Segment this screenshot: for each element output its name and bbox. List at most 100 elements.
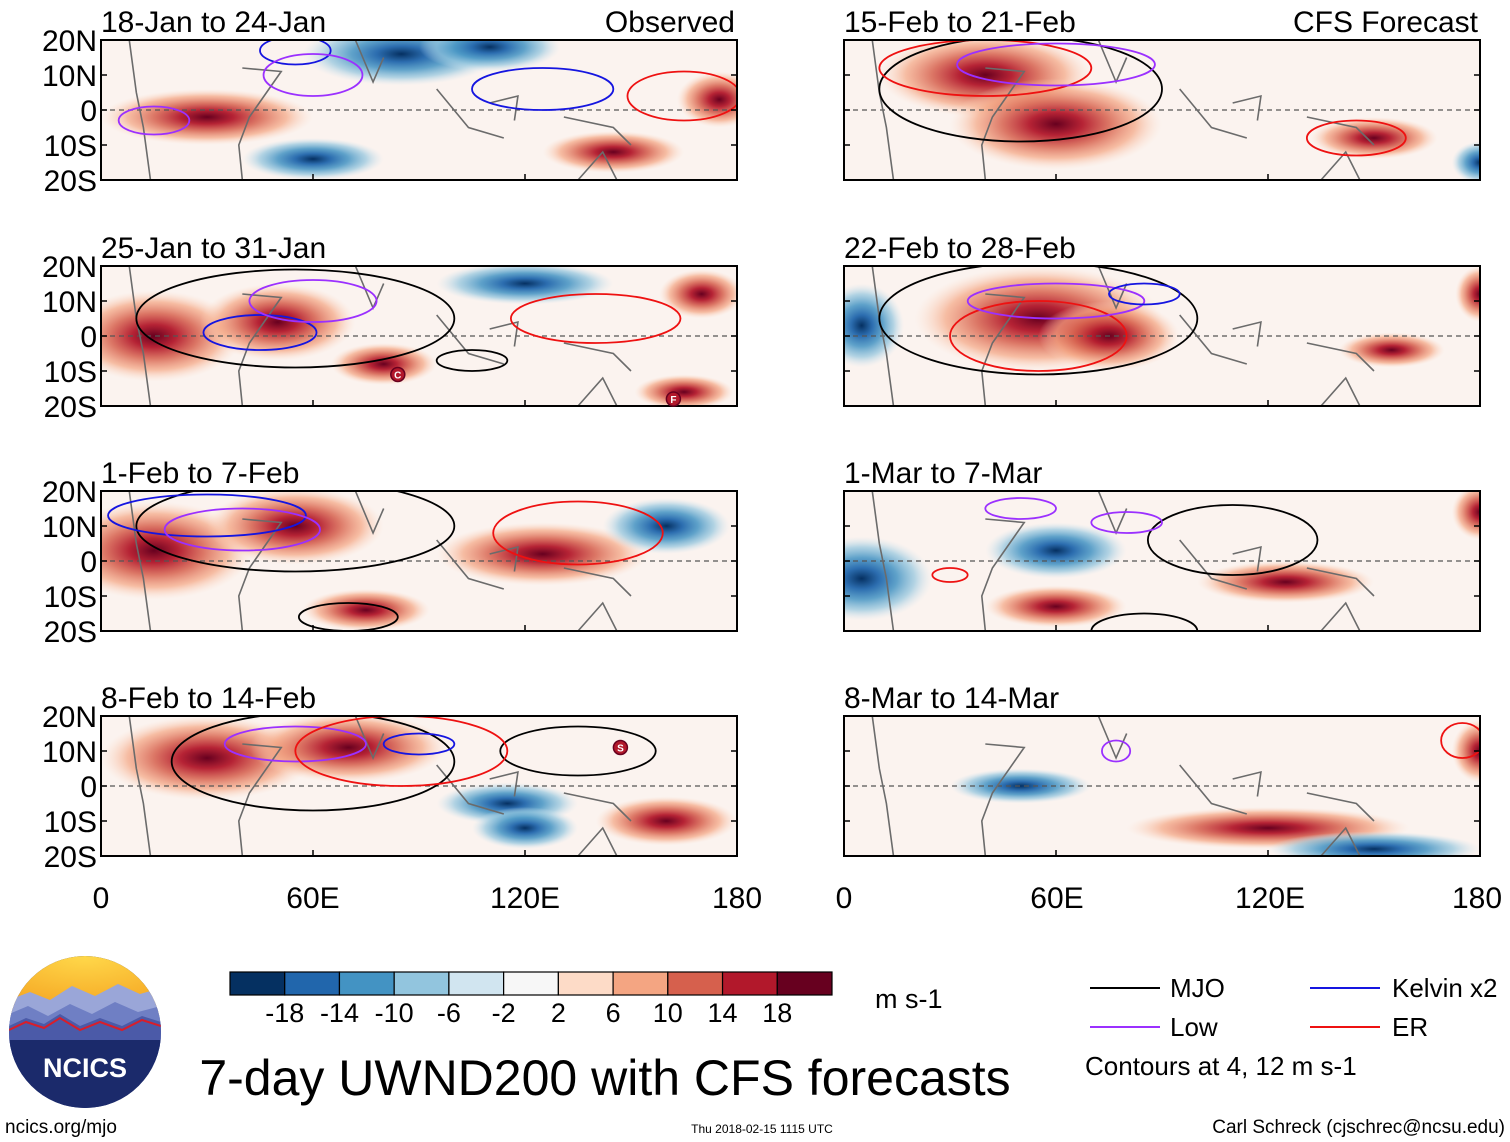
colorbar-swatch bbox=[503, 971, 559, 996]
y-tick-label: 20S bbox=[44, 616, 97, 649]
easterly-anomaly bbox=[419, 40, 561, 72]
wave-contour bbox=[471, 67, 615, 111]
y-tick-label: 20S bbox=[44, 391, 97, 424]
y-tick-label: 10S bbox=[44, 130, 97, 163]
colorbar-swatch bbox=[229, 971, 286, 996]
westerly-anomaly bbox=[302, 589, 430, 631]
westerly-anomaly bbox=[330, 343, 437, 385]
wave-contour bbox=[259, 40, 332, 66]
westerly-anomaly bbox=[950, 78, 1162, 170]
column-label: CFS Forecast bbox=[1293, 6, 1479, 39]
colorbar-swatch bbox=[776, 971, 833, 996]
svg-text:Low: Low bbox=[1170, 1012, 1218, 1042]
x-tick-label: 120E bbox=[1235, 882, 1305, 915]
wave-contour bbox=[1146, 504, 1319, 576]
legend-item-mjo: MJO bbox=[1090, 973, 1225, 1003]
wave-contour bbox=[135, 268, 456, 369]
panel-date-label: 15-Feb to 21-Feb bbox=[844, 6, 1076, 39]
colorbar: -18 -14 -10 -6 -2 2 6 10 14 18 bbox=[229, 971, 833, 1028]
colorbar-swatch bbox=[721, 971, 778, 996]
easterly-anomaly bbox=[1451, 141, 1480, 180]
wave-contour bbox=[626, 70, 737, 122]
wave-contour bbox=[223, 725, 367, 763]
wave-contour bbox=[163, 507, 321, 552]
storm-marker: C bbox=[390, 366, 406, 383]
westerly-anomaly bbox=[634, 374, 734, 406]
westerly-anomaly bbox=[659, 269, 737, 319]
colorbar-tick-label: 14 bbox=[708, 998, 738, 1028]
wave-contour bbox=[984, 497, 1057, 520]
easterly-anomaly bbox=[472, 807, 578, 849]
x-tick-label: 60E bbox=[1030, 882, 1083, 915]
ncics-logo: NCICS bbox=[9, 956, 161, 1108]
anomaly-field bbox=[101, 491, 737, 631]
x-tick-label: 180 bbox=[1452, 882, 1502, 915]
colorbar-tick-label: -18 bbox=[265, 998, 304, 1028]
westerly-anomaly bbox=[1451, 719, 1480, 783]
wave-contour bbox=[878, 40, 1163, 143]
panel-date-label: 8-Mar to 14-Mar bbox=[844, 682, 1059, 715]
anomaly-field bbox=[101, 266, 737, 406]
wave-contour bbox=[966, 282, 1146, 320]
contour-legend: MJO Kelvin x2 Low ER Contours at 4, 12 m… bbox=[1085, 973, 1498, 1081]
wave-contour bbox=[107, 493, 307, 538]
colorbar-tick-label: -14 bbox=[320, 998, 359, 1028]
y-tick-label: 0 bbox=[80, 95, 97, 128]
wave-contour bbox=[878, 266, 1199, 376]
y-tick-label: 20N bbox=[42, 25, 97, 58]
westerly-anomaly bbox=[436, 522, 649, 586]
westerly-anomaly bbox=[101, 89, 313, 145]
storm-marker: S bbox=[612, 739, 629, 756]
wave-contour bbox=[248, 279, 378, 323]
y-tick-label: 0 bbox=[80, 771, 97, 804]
x-tick-label: 0 bbox=[836, 882, 853, 915]
logo-text: NCICS bbox=[43, 1053, 127, 1083]
easterly-anomaly bbox=[1268, 831, 1480, 856]
wave-contour bbox=[1305, 119, 1407, 157]
westerly-anomaly bbox=[1338, 332, 1445, 368]
wave-contour bbox=[1090, 511, 1163, 534]
colorbar-tick-label: 10 bbox=[653, 998, 683, 1028]
x-tick-label: 180 bbox=[712, 882, 762, 915]
easterly-anomaly bbox=[602, 498, 730, 554]
wave-contour bbox=[509, 293, 682, 344]
panel-date-label: 18-Jan to 24-Jan bbox=[101, 6, 326, 39]
wave-contour bbox=[382, 732, 456, 756]
easterly-anomaly bbox=[844, 536, 933, 621]
easterly-anomaly bbox=[844, 283, 905, 368]
westerly-anomaly bbox=[1455, 266, 1480, 322]
westerly-anomaly bbox=[199, 283, 356, 361]
legend-item-kelvin: Kelvin x2 bbox=[1310, 973, 1498, 1003]
y-tick-label: 10S bbox=[44, 356, 97, 389]
svg-text:MJO: MJO bbox=[1170, 973, 1225, 1003]
colorbar-swatch bbox=[557, 971, 614, 996]
storm-label: C bbox=[394, 371, 401, 382]
colorbar-tick-label: 18 bbox=[762, 998, 792, 1028]
westerly-anomaly bbox=[1451, 491, 1480, 540]
map-panel: 15-Feb to 21-Feb CFS Forecast bbox=[843, 6, 1481, 181]
svg-text:ER: ER bbox=[1392, 1012, 1428, 1042]
contour-note: Contours at 4, 12 m s-1 bbox=[1085, 1051, 1357, 1081]
anomaly-field bbox=[844, 491, 1480, 631]
wave-contour bbox=[1440, 722, 1480, 759]
y-tick-label: 0 bbox=[80, 546, 97, 579]
westerly-anomaly bbox=[1197, 561, 1374, 603]
y-tick-label: 10N bbox=[42, 511, 97, 544]
easterly-anomaly bbox=[242, 138, 384, 180]
website-link[interactable]: ncics.org/mjo bbox=[5, 1117, 117, 1138]
easterly-anomaly bbox=[985, 522, 1127, 579]
y-tick-label: 10S bbox=[44, 581, 97, 614]
colorbar-tick-label: 6 bbox=[606, 998, 621, 1028]
map-panel: 1-Mar to 7-Mar bbox=[843, 457, 1481, 632]
wave-contour bbox=[1090, 612, 1199, 631]
easterly-anomaly bbox=[950, 768, 1092, 804]
easterly-anomaly bbox=[436, 266, 614, 305]
westerly-anomaly bbox=[985, 585, 1127, 628]
colorbar-swatch bbox=[612, 971, 669, 996]
x-tick-label: 60E bbox=[286, 882, 339, 915]
x-tick-label: 0 bbox=[93, 882, 110, 915]
wave-contour bbox=[435, 349, 509, 372]
wave-contour bbox=[202, 314, 318, 351]
